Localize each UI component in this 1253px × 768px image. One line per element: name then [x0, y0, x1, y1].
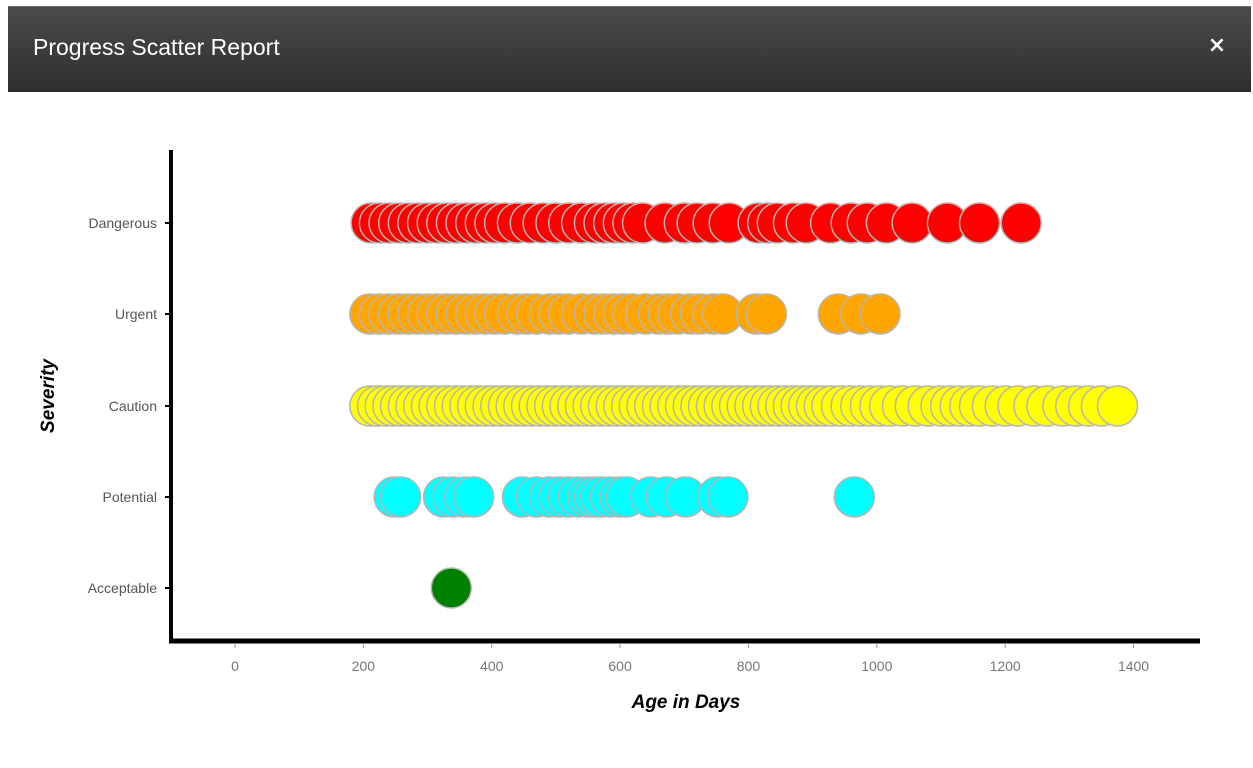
point-potential-5[interactable]	[452, 476, 495, 518]
point-dangerous-41[interactable]	[891, 202, 933, 244]
point-potential-23[interactable]	[833, 476, 876, 518]
y-tick-label: Dangerous	[89, 215, 158, 231]
y-tick-label: Acceptable	[88, 580, 157, 596]
x-tick-label: 800	[737, 658, 761, 674]
x-tick-label: 1400	[1118, 658, 1149, 674]
x-tick-label: 200	[352, 658, 376, 674]
x-axis-label: Age in Days	[631, 692, 741, 713]
point-dangerous-43[interactable]	[958, 202, 1001, 244]
x-tick-label: 400	[480, 658, 504, 674]
y-axis-label: Severity	[38, 358, 59, 433]
point-potential-22[interactable]	[707, 476, 749, 518]
modal-title: Progress Scatter Report	[33, 34, 280, 60]
y-tick-label: Urgent	[115, 306, 157, 322]
y-tick-label: Potential	[103, 489, 157, 505]
point-urgent-36[interactable]	[745, 293, 788, 335]
x-tick-label: 1200	[990, 658, 1021, 674]
y-tick-label: Caution	[109, 398, 157, 414]
modal-header: Progress Scatter Report ×	[8, 6, 1251, 92]
close-button[interactable]: ×	[1207, 33, 1227, 58]
point-acceptable-0[interactable]	[430, 567, 473, 609]
x-tick-label: 0	[231, 658, 239, 674]
x-tick-label: 600	[608, 658, 632, 674]
point-dangerous-44[interactable]	[1000, 202, 1042, 244]
point-urgent-39[interactable]	[859, 293, 901, 335]
chart-area: Acceptable Potential Caution Urgent Dangerou…	[0, 92, 1253, 768]
point-caution-84[interactable]	[1096, 385, 1139, 427]
points-layer	[349, 202, 1139, 609]
x-tick-label: 1000	[861, 658, 892, 674]
axes-layer: Acceptable Potential Caution Urgent Dangerou…	[88, 150, 1200, 674]
point-potential-1[interactable]	[379, 476, 422, 518]
scatter-chart: Acceptable Potential Caution Urgent Dangerou…	[38, 150, 1200, 713]
